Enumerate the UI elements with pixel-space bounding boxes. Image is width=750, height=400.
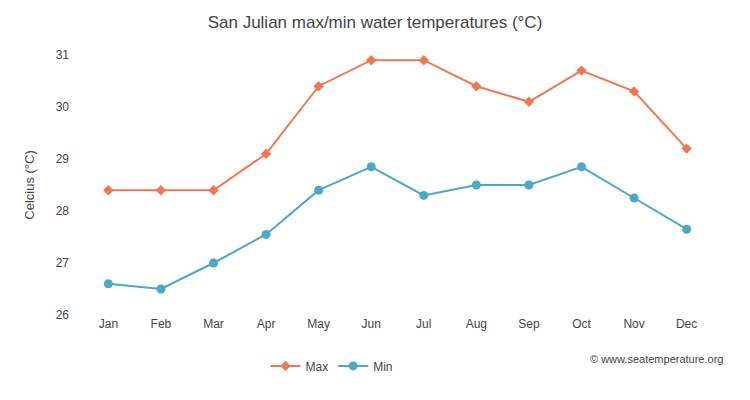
svg-text:© www.seatemperature.org: © www.seatemperature.org — [590, 353, 723, 365]
svg-text:Jul: Jul — [416, 317, 431, 331]
svg-text:Jun: Jun — [362, 317, 381, 331]
svg-text:Mar: Mar — [203, 317, 224, 331]
svg-text:Nov: Nov — [623, 317, 644, 331]
svg-text:28: 28 — [56, 204, 70, 218]
svg-text:Min: Min — [373, 360, 392, 374]
svg-text:Max: Max — [306, 360, 329, 374]
svg-text:May: May — [307, 317, 330, 331]
svg-text:San Julian max/min water tempe: San Julian max/min water temperatures (°… — [208, 13, 543, 32]
svg-text:Celcius (°C): Celcius (°C) — [22, 150, 37, 219]
svg-text:Aug: Aug — [466, 317, 487, 331]
svg-text:Apr: Apr — [257, 317, 276, 331]
svg-text:26: 26 — [56, 308, 70, 322]
svg-text:29: 29 — [56, 152, 70, 166]
svg-text:Feb: Feb — [151, 317, 172, 331]
svg-text:Sep: Sep — [518, 317, 540, 331]
svg-text:Dec: Dec — [676, 317, 697, 331]
svg-text:Jan: Jan — [99, 317, 118, 331]
svg-text:30: 30 — [56, 100, 70, 114]
svg-text:Oct: Oct — [572, 317, 591, 331]
svg-text:27: 27 — [56, 256, 70, 270]
svg-text:31: 31 — [56, 48, 70, 62]
